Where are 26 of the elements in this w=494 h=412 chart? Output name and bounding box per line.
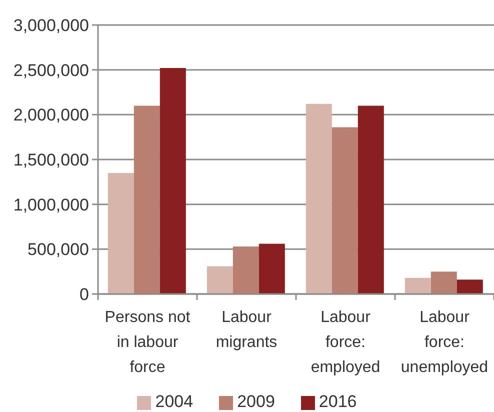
bar <box>108 172 134 294</box>
bar <box>134 106 160 294</box>
bar <box>430 272 457 294</box>
x-tick-label: Labour force: employed <box>310 309 380 376</box>
legend-label: 2004 <box>155 392 194 411</box>
y-tick-label: 0 <box>80 285 89 304</box>
bar <box>306 104 332 294</box>
y-tick-label: 1,500,000 <box>13 150 89 170</box>
bar <box>232 246 259 294</box>
bar <box>358 106 384 294</box>
bar <box>206 266 233 294</box>
y-tick-label: 2,000,000 <box>13 106 89 125</box>
bar <box>332 127 358 294</box>
x-tick-label: Labour force: unemployed <box>400 309 488 376</box>
y-tick-label: 500,000 <box>28 240 89 260</box>
y-tick-label: 2,500,000 <box>13 60 89 80</box>
bar <box>456 280 483 294</box>
legend-label: 2009 <box>237 392 275 411</box>
x-tick-label: Labour migrants <box>216 309 278 351</box>
x-tick-label: Persons not in labour force <box>104 309 191 376</box>
y-tick-label: 1,000,000 <box>13 195 89 214</box>
legend-label: 2016 <box>318 392 357 411</box>
y-tick-label: 3,000,000 <box>13 16 89 36</box>
bar <box>404 278 431 294</box>
bar <box>160 68 186 294</box>
bar <box>258 244 285 294</box>
